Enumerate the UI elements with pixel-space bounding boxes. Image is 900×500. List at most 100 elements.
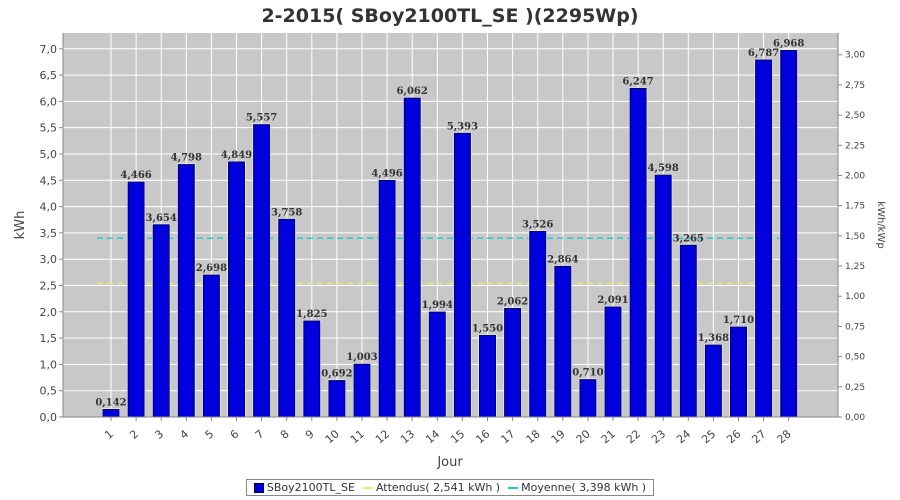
legend-label-moyenne: Moyenne( 3,398 kWh ): [521, 481, 647, 494]
y-tick-label: 2,0: [40, 306, 58, 319]
y2-tick-label: 2,75: [845, 81, 865, 91]
legend-swatch-series: [253, 482, 264, 493]
x-tick-label: 3: [152, 427, 166, 441]
bar-value-label: 2,698: [196, 263, 227, 274]
y2-tick-label: 1,50: [845, 232, 865, 242]
x-tick-label: 11: [348, 427, 367, 446]
x-tick-label: 12: [373, 427, 392, 446]
x-tick-label: 26: [724, 427, 743, 446]
y-tick-label: 6,5: [40, 69, 58, 82]
bar-value-label: 1,710: [723, 315, 754, 326]
bar-value-label: 2,091: [597, 295, 628, 306]
bar-value-label: 1,003: [346, 352, 377, 363]
bar: [730, 326, 747, 418]
y2-tick-label: 0,75: [845, 322, 865, 332]
bar: [152, 224, 170, 418]
legend-item-moyenne: Moyenne( 3,398 kWh ): [508, 481, 646, 494]
y2-tick-label: 0,00: [845, 413, 865, 423]
bar-value-label: 4,496: [371, 168, 402, 179]
bar-value-label: 4,466: [120, 170, 151, 181]
y2-tick-label: 2,50: [845, 111, 865, 121]
y-tick-label: 5,0: [40, 148, 58, 161]
legend-swatch-attendus: [362, 486, 373, 489]
bar-value-label: 6,247: [622, 76, 653, 87]
bar: [353, 363, 371, 418]
y-tick-label: 1,5: [40, 332, 58, 345]
y2-tick-label: 2,25: [845, 141, 865, 151]
y2-tick-label: 2,00: [845, 171, 865, 181]
x-tick-label: 15: [448, 427, 467, 446]
y2-tick-label: 1,75: [845, 202, 865, 212]
legend: SBoy2100TL_SE Attendus( 2,541 kWh ) Moye…: [246, 479, 654, 496]
x-tick-label: 28: [775, 427, 794, 446]
bar: [780, 49, 798, 418]
bar: [202, 274, 220, 418]
bar: [428, 311, 446, 418]
x-tick-label: 24: [674, 427, 693, 446]
x-tick-label: 22: [624, 427, 643, 446]
bar-value-label: 6,787: [748, 48, 779, 59]
bar: [704, 344, 722, 418]
bar: [228, 161, 245, 418]
y2-axis: 0,00 0,25 0,50 0,75 1,00 1,25 1,50 1,75 2,00 2,25…: [837, 33, 865, 423]
y-axis: 0,0 0,5 1,0 1,5 2,0 2,5 3,0 3,5 4,0 4,5 5,0 5,5 6,0 6…: [40, 33, 64, 424]
bar-value-label: 2,062: [497, 297, 528, 308]
x-tick-label: 18: [524, 427, 543, 446]
bar-value-label: 0,692: [321, 369, 352, 380]
x-tick-label: 17: [498, 427, 517, 446]
x-tick-label: 7: [253, 427, 267, 441]
bar-value-label: 6,968: [773, 38, 804, 49]
y2-axis-label: kWh/kWp: [875, 201, 886, 248]
bar: [127, 181, 145, 418]
y2-tick-label: 3,00: [845, 51, 865, 61]
y-tick-label: 0,0: [40, 411, 58, 424]
x-tick-label: 21: [599, 427, 618, 446]
bar: [378, 179, 396, 418]
y-tick-label: 0,5: [40, 385, 58, 398]
bar-value-label: 5,557: [246, 113, 277, 124]
legend-swatch-moyenne: [508, 486, 519, 489]
bar: [579, 379, 597, 418]
bar: [654, 174, 672, 418]
bar-value-label: 2,864: [547, 254, 578, 265]
bar: [629, 87, 647, 418]
legend-label-attendus: Attendus( 2,541 kWh ): [375, 481, 501, 494]
bar: [303, 320, 321, 418]
x-tick-label: 6: [228, 427, 242, 441]
x-tick-label: 8: [278, 427, 292, 441]
x-tick-label: 2: [127, 427, 141, 441]
bar-value-label: 0,710: [572, 368, 603, 379]
bar: [403, 97, 421, 418]
legend-item-attendus: Attendus( 2,541 kWh ): [362, 481, 501, 494]
bar: [253, 124, 271, 418]
x-tick-label: 10: [323, 427, 342, 446]
chart-title: 2-2015( SBoy2100TL_SE )(2295Wp): [261, 5, 638, 27]
bar-value-label: 3,758: [271, 207, 302, 218]
bar: [177, 164, 195, 418]
bar-value-label: 1,368: [698, 333, 729, 344]
bar-value-label: 4,598: [648, 163, 679, 174]
y2-tick-label: 0,25: [845, 383, 865, 393]
y2-tick-label: 1,25: [845, 262, 865, 272]
bar-value-label: 1,550: [472, 323, 503, 334]
y-tick-label: 4,5: [40, 174, 58, 187]
bar: [504, 308, 522, 418]
bar: [529, 231, 547, 418]
y2-tick-label: 1,00: [845, 292, 865, 302]
bar: [554, 265, 572, 418]
y-tick-label: 4,0: [40, 201, 58, 214]
bar-value-label: 5,393: [447, 121, 478, 132]
y-tick-label: 1,0: [40, 358, 58, 371]
bar: [278, 218, 296, 418]
bar-value-label: 1,825: [296, 309, 327, 320]
y-tick-label: 3,0: [40, 253, 58, 266]
bar: [679, 244, 697, 418]
bar-value-label: 3,654: [146, 213, 177, 224]
x-tick-label: 25: [699, 427, 718, 446]
x-tick-label: 13: [398, 427, 417, 446]
y-axis-label: kWh: [13, 211, 28, 240]
bar-value-label: 3,526: [522, 220, 553, 231]
y-tick-label: 5,5: [40, 122, 58, 135]
y2-tick-label: 0,50: [845, 353, 865, 363]
